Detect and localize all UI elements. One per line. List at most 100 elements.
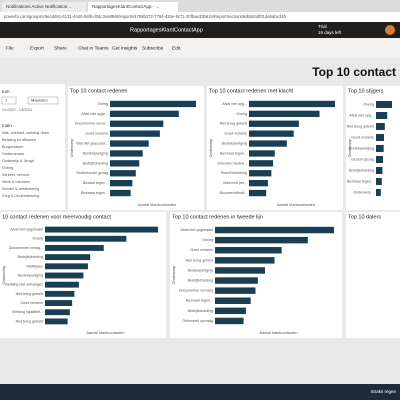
bar [249,110,320,118]
filter-item[interactable]: Zorg & Ondersteuning [2,194,39,198]
report-name: RapportagesKlantContactApp [130,27,203,33]
x-axis-label: Aantal klantcontacten [138,202,176,207]
category-label: Niet terug gebeld [16,292,43,296]
bar [45,254,91,261]
toolbar [0,38,400,58]
y-axis-label: Onderwerp [348,139,352,158]
toolbar-button[interactable]: Edit [172,45,181,51]
filter-dropdown[interactable] [27,96,59,105]
weather: Straks regen [370,389,396,394]
category-label: Bestelopvolging [349,146,374,150]
bar [215,297,251,304]
category-label: Bedrijfscheiding [83,161,108,165]
tab[interactable] [88,2,178,12]
toolbar-button[interactable]: Subscribe [142,45,164,51]
bar [249,150,275,157]
category-label: Bedrijfscheiding [349,168,374,172]
bar [249,130,294,137]
bar [45,272,84,279]
filter-item[interactable]: Ondernemen [2,152,24,156]
tab[interactable] [2,2,86,12]
x-axis-label: Aantal klantcontacten [277,202,315,207]
category-label: Wat niet geaccept... [76,142,108,146]
category-label: Gezicht gezag [351,157,374,161]
category-label: Bedrijfscheiding [188,309,213,313]
category-label: Enkel/Verklaring [221,171,247,175]
category-label: Wafstijden [26,264,43,268]
bar [376,133,384,142]
category-label: Melding liquiditeit... [12,310,43,314]
url[interactable]: powerbi.com/groups/c9ecd481-6131-4440-ba… [4,14,287,19]
bar [45,263,88,270]
filter-input[interactable] [1,96,17,105]
bar [249,189,267,197]
y-axis-label: Onderwerp [172,266,176,285]
visual-title: Top 10 contact redenen met klacht [209,88,294,94]
bar [376,100,392,109]
visual-title: 10 contact redenen voor meervoudig conta… [2,214,111,220]
bar [249,160,274,167]
visual-title: Top 10 contact redenen in tweede lijn [172,214,263,220]
filter-item[interactable]: Werk & Inkomen [2,180,30,184]
bar [45,281,79,288]
filter-item[interactable]: Verkeer, vervoer [2,173,30,177]
bar [45,300,73,306]
category-label: Bezwaar tegen... [347,179,374,183]
category-label: Bedrijfscheiding [188,279,213,283]
category-label: Niet terug gebeld [16,319,43,323]
category-label: Bezwaar tegen... [220,151,247,155]
filter-number: 1 [5,98,8,103]
bar [249,120,299,127]
avatar[interactable] [385,25,395,35]
bar [110,160,140,167]
toolbar-button[interactable]: Chat in Teams [78,45,109,51]
category-label: Documenten vervang [179,289,213,293]
category-label: Bezwaar tegen... [186,299,213,303]
bar [249,100,335,108]
category-label: Onherstelt opvraag [182,319,213,323]
bar [215,226,334,234]
visual-title: Top 10 contact redenen [70,88,128,94]
category-label: Betaling niet ontvangen [5,283,43,287]
category-label: Goed reclame [20,301,43,305]
category-label: Niet terug gebeld [186,258,213,262]
category-label: Goed reclame [351,135,374,139]
category-label: Onderhoudsr gezag [76,171,108,175]
toolbar-button[interactable]: Get insights [112,45,138,51]
bar [376,177,382,186]
filter-item[interactable]: Onderwijs & Jeugd [2,159,34,163]
filter-item[interactable]: Wonen & bestemming [2,187,39,191]
filter-unit: Maanden [31,98,48,103]
address-bar [0,12,400,22]
bar [249,170,272,177]
category-label: Documenten verva... [75,122,108,126]
category-label: Documenten verlag... [9,246,43,250]
category-label: Bestelopvolging [83,151,108,155]
filter-item[interactable]: Burgerzaken [2,145,24,149]
category-label: Bestelopvolging [188,268,213,272]
filter-item[interactable]: Overig [2,166,13,170]
y-axis-label: Onderwerp [209,139,213,158]
filter-heading: tum [2,89,10,94]
x-axis-label: Aantal klantcontacten [259,330,297,335]
bar [376,188,381,197]
category-label: Afval niet opg... [222,102,247,106]
bar [376,155,384,164]
category-label: Bezwaar tegen... [81,191,108,195]
visual-title: Top 10 dalers [348,214,381,220]
list-heading: main [2,123,12,128]
bar [376,166,383,175]
bar [110,120,164,127]
tab-label: RapportagesKlantContactApp - ... [92,4,159,9]
trial-days: 16 days left [318,30,342,35]
category-label: Niet terug gebeld [347,124,374,128]
toolbar-button[interactable]: Share [54,45,67,51]
filter-item[interactable]: Betaling en aflossen [2,138,36,142]
category-label: Onderwerp... [353,190,374,194]
bar [215,247,282,254]
filter-item[interactable]: Wat, overlast, melding doen [2,131,49,135]
category-label: Bouwvechtfindt... [220,191,247,195]
toolbar-button[interactable]: File [6,45,14,51]
toolbar-button[interactable]: Export [30,45,45,51]
